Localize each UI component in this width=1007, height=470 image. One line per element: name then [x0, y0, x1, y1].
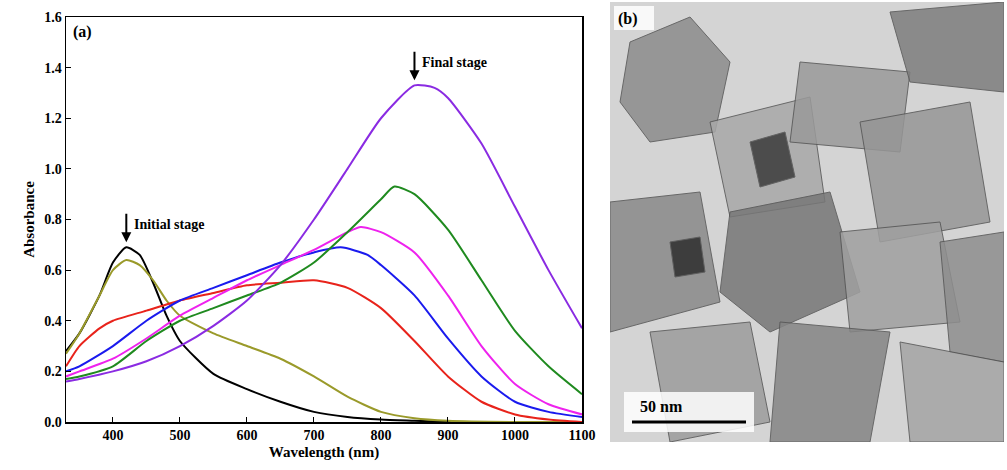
svg-text:(b): (b) [618, 10, 638, 28]
svg-text:500: 500 [169, 428, 190, 443]
svg-text:1.4: 1.4 [44, 61, 62, 76]
svg-text:0.0: 0.0 [44, 415, 62, 430]
svg-text:1.2: 1.2 [44, 111, 62, 126]
svg-text:900: 900 [437, 428, 458, 443]
svg-text:Wavelength (nm): Wavelength (nm) [269, 444, 379, 461]
svg-text:400: 400 [102, 428, 123, 443]
svg-text:(a): (a) [73, 23, 92, 41]
svg-text:Final stage: Final stage [422, 55, 487, 70]
svg-text:700: 700 [303, 428, 324, 443]
svg-text:0.2: 0.2 [44, 364, 62, 379]
svg-text:0.6: 0.6 [44, 263, 62, 278]
svg-text:1.0: 1.0 [44, 162, 62, 177]
svg-text:Initial stage: Initial stage [134, 217, 204, 232]
svg-text:1000: 1000 [501, 428, 529, 443]
svg-text:0.8: 0.8 [44, 212, 62, 227]
svg-text:1.6: 1.6 [44, 10, 62, 25]
svg-text:1100: 1100 [568, 428, 595, 443]
svg-text:800: 800 [370, 428, 391, 443]
svg-text:50 nm: 50 nm [640, 398, 683, 415]
svg-text:0.4: 0.4 [44, 314, 62, 329]
svg-text:600: 600 [236, 428, 257, 443]
svg-text:Absorbance: Absorbance [21, 181, 37, 258]
